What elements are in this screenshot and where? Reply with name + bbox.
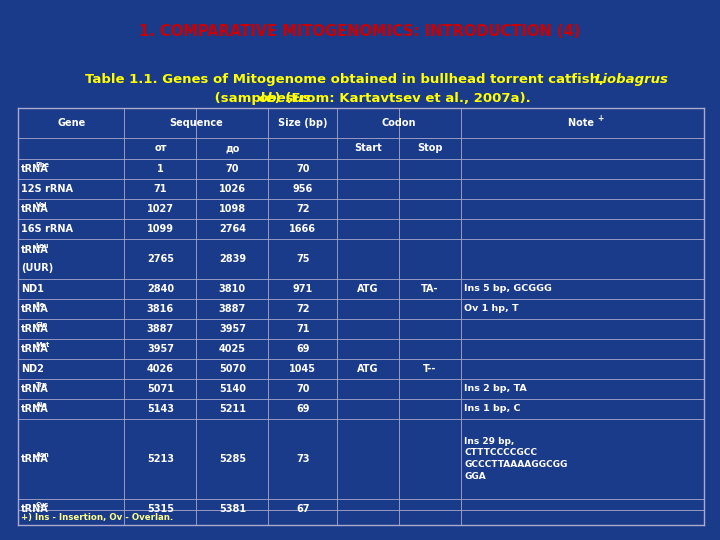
Text: 67: 67: [296, 504, 310, 514]
Text: 4026: 4026: [147, 364, 174, 374]
Text: 12S rRNA: 12S rRNA: [21, 184, 73, 194]
Text: 2840: 2840: [147, 284, 174, 294]
Text: 71: 71: [153, 184, 167, 194]
Text: 5381: 5381: [219, 504, 246, 514]
Text: tRNA: tRNA: [21, 384, 49, 394]
Text: Note: Note: [567, 118, 597, 128]
Text: 5285: 5285: [219, 454, 246, 464]
Text: Stop: Stop: [417, 144, 443, 153]
Text: 69: 69: [296, 344, 310, 354]
Text: 3887: 3887: [147, 324, 174, 334]
Text: (UUR): (UUR): [21, 262, 53, 273]
Text: tRNA: tRNA: [21, 504, 49, 514]
Text: Met: Met: [36, 342, 50, 348]
Text: Phe: Phe: [36, 162, 50, 168]
Text: tRNA: tRNA: [21, 344, 49, 354]
Text: Val: Val: [36, 202, 48, 208]
Text: +: +: [598, 114, 603, 123]
Text: Codon: Codon: [382, 118, 416, 128]
Text: 3887: 3887: [219, 304, 246, 314]
Text: Table 1.1. Genes of Mitogenome obtained in bullhead torrent catfish,: Table 1.1. Genes of Mitogenome obtained …: [85, 73, 635, 86]
Text: +) Ins - Insertion, Ov - Overlan.: +) Ins - Insertion, Ov - Overlan.: [21, 513, 173, 522]
Text: Ala: Ala: [36, 402, 48, 408]
Text: 3810: 3810: [219, 284, 246, 294]
Text: 956: 956: [292, 184, 313, 194]
Text: 1666: 1666: [289, 224, 316, 234]
Text: T--: T--: [423, 364, 436, 374]
Text: 1: 1: [157, 164, 163, 174]
Text: 4025: 4025: [219, 344, 246, 354]
Text: Ins 5 bp, GCGGG: Ins 5 bp, GCGGG: [464, 285, 552, 293]
Text: tRNA: tRNA: [21, 204, 49, 214]
Bar: [18, 108, 704, 525]
Text: ATG: ATG: [357, 284, 379, 294]
Text: 5213: 5213: [147, 454, 174, 464]
Text: 72: 72: [296, 204, 310, 214]
Text: tRNA: tRNA: [21, 304, 49, 314]
Text: ND2: ND2: [21, 364, 44, 374]
Text: tRNA: tRNA: [21, 164, 49, 174]
Text: 3957: 3957: [219, 324, 246, 334]
Text: Trp: Trp: [36, 382, 48, 388]
Text: 5140: 5140: [219, 384, 246, 394]
Text: 2839: 2839: [219, 254, 246, 264]
Text: Ile: Ile: [36, 302, 45, 308]
Text: GCCCTTAAAAGGCGG: GCCCTTAAAAGGCGG: [464, 460, 567, 469]
Text: 1027: 1027: [147, 204, 174, 214]
Text: ATG: ATG: [357, 364, 379, 374]
Text: 16S rRNA: 16S rRNA: [21, 224, 73, 234]
Text: Start: Start: [354, 144, 382, 153]
Text: Sequence: Sequence: [169, 118, 223, 128]
Text: до: до: [225, 144, 240, 153]
Text: Asn: Asn: [36, 452, 50, 458]
Text: 5143: 5143: [147, 404, 174, 414]
Text: Ins 29 bp,: Ins 29 bp,: [464, 436, 514, 446]
Text: 73: 73: [296, 454, 310, 464]
Text: tRNA: tRNA: [21, 454, 49, 464]
Text: 2764: 2764: [219, 224, 246, 234]
Text: Cys: Cys: [36, 502, 49, 508]
Text: 1045: 1045: [289, 364, 316, 374]
Text: 5315: 5315: [147, 504, 174, 514]
Text: 3957: 3957: [147, 344, 174, 354]
Text: tRNA: tRNA: [21, 245, 49, 255]
Text: 70: 70: [296, 384, 310, 394]
Text: 72: 72: [296, 304, 310, 314]
Text: 71: 71: [296, 324, 310, 334]
Text: GGA: GGA: [464, 472, 486, 481]
Text: ND1: ND1: [21, 284, 44, 294]
Text: Ov 1 hp, T: Ov 1 hp, T: [464, 305, 519, 313]
Text: 75: 75: [296, 254, 310, 264]
Text: 5071: 5071: [147, 384, 174, 394]
Text: Liobagrus: Liobagrus: [595, 73, 669, 86]
Text: 2765: 2765: [147, 254, 174, 264]
Text: tRNA: tRNA: [21, 404, 49, 414]
Text: Ins 2 bp, TA: Ins 2 bp, TA: [464, 384, 527, 393]
Text: 1099: 1099: [147, 224, 174, 234]
Text: Gene: Gene: [57, 118, 85, 128]
Text: Gln: Gln: [36, 322, 48, 328]
Text: obesus: obesus: [258, 92, 311, 105]
Text: 70: 70: [225, 164, 239, 174]
Text: Ins 1 bp, C: Ins 1 bp, C: [464, 404, 521, 414]
Text: от: от: [154, 144, 166, 153]
Text: 5211: 5211: [219, 404, 246, 414]
Text: 69: 69: [296, 404, 310, 414]
Text: 5070: 5070: [219, 364, 246, 374]
Text: 70: 70: [296, 164, 310, 174]
Text: (sample) (From: Kartavtsev et al., 2007a).: (sample) (From: Kartavtsev et al., 2007a…: [189, 92, 531, 105]
Text: 1. COMPARATIVE MITOGENOMICS: INTRODUCTION (4): 1. COMPARATIVE MITOGENOMICS: INTRODUCTIO…: [140, 24, 580, 39]
Text: Size (bp): Size (bp): [278, 118, 328, 128]
Text: Leu: Leu: [36, 244, 49, 249]
Text: 3816: 3816: [147, 304, 174, 314]
Text: TA-: TA-: [421, 284, 438, 294]
Text: CTTTCCCCGCC: CTTTCCCCGCC: [464, 448, 537, 457]
Text: tRNA: tRNA: [21, 324, 49, 334]
Text: 971: 971: [292, 284, 313, 294]
Text: 1098: 1098: [219, 204, 246, 214]
Text: 1026: 1026: [219, 184, 246, 194]
